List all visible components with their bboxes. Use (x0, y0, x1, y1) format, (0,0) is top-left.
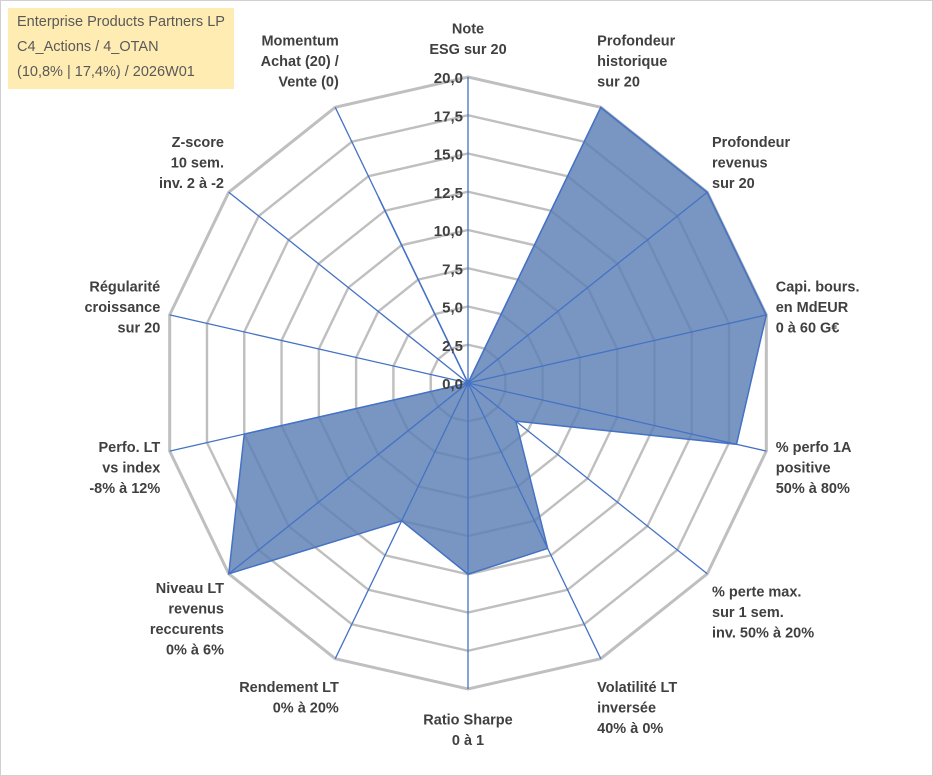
axis-spoke-8 (334, 382, 469, 659)
category-label-line: sur 1 sem. (712, 605, 784, 621)
category-label-line: 50% à 80% (776, 481, 850, 497)
category-label-line: Profondeur (597, 34, 675, 50)
category-label-line: historique (597, 54, 667, 70)
tick-label-2: 5,0 (442, 300, 463, 317)
category-label-line: inv. 2 à -2 (159, 176, 224, 192)
title-box: Enterprise Products Partners LP C4_Actio… (8, 8, 234, 89)
tick-label-7: 17,5 (434, 108, 463, 125)
category-label-line: % perte max. (712, 585, 801, 601)
category-label-8: Rendement LT 0% à 20% (239, 680, 339, 717)
tick-label-6: 15,0 (434, 147, 463, 164)
axis-spoke-2 (467, 191, 708, 384)
category-label-line: 40% à 0% (597, 721, 663, 737)
axis-spoke-1 (467, 107, 602, 384)
category-label-line: -8% à 12% (89, 481, 160, 497)
category-label-12: Z-score 10 sem. inv. 2 à -2 (159, 135, 224, 192)
category-label-line: 10 sem. (171, 155, 224, 171)
axis-spoke-5 (467, 382, 708, 575)
category-labels: Note ESG sur 20 Profondeur historique sur 20… (84, 22, 859, 750)
category-label-3: Capi. bours. en MdEUR 0 à 60 G€ (776, 279, 860, 336)
axis-spoke-11 (169, 314, 469, 384)
category-label-13: Momentum Achat (20) / Vente (0) (261, 34, 339, 91)
category-label-line: sur 20 (712, 176, 755, 192)
tick-label-1: 2,5 (442, 338, 463, 355)
title-category: C4_Actions / 4_OTAN (17, 39, 159, 55)
category-label-line: Profondeur (712, 135, 790, 151)
axis-spoke-13 (334, 107, 469, 384)
category-label-line: Ratio Sharpe (423, 713, 512, 729)
category-label-7: Ratio Sharpe 0 à 1 (423, 713, 512, 750)
axis-spoke-9 (228, 382, 469, 575)
category-label-2: Profondeur revenus sur 20 (712, 135, 790, 192)
axis-spoke-6 (467, 382, 602, 659)
category-label-9: Niveau LT revenus reccurents 0% à 6% (150, 581, 224, 659)
category-label-line: revenus (168, 601, 224, 617)
category-label-line: 0% à 20% (273, 700, 339, 716)
series-area-0 (227, 106, 768, 576)
category-label-line: Niveau LT (156, 581, 224, 597)
category-label-line: sur 20 (118, 320, 161, 336)
tick-label-4: 10,0 (434, 223, 463, 240)
category-label-line: 0 à 60 G€ (776, 320, 840, 336)
category-label-line: Capi. bours. (776, 279, 860, 295)
category-label-5: % perte max. sur 1 sem. inv. 50% à 20% (712, 585, 814, 642)
category-label-line: % perfo 1A (776, 440, 852, 456)
title-company: Enterprise Products Partners LP (17, 14, 225, 30)
tick-label-3: 7,5 (442, 261, 463, 278)
category-label-line: vs index (102, 461, 160, 477)
tick-label-8: 20,0 (434, 70, 463, 87)
category-label-0: Note ESG sur 20 (429, 22, 506, 59)
category-label-line: ESG sur 20 (429, 42, 506, 58)
category-label-line: Z-score (172, 135, 224, 151)
category-label-line: Rendement LT (239, 680, 339, 696)
category-label-6: Volatilité LT inversée 40% à 0% (597, 680, 677, 737)
category-label-line: croissance (84, 300, 160, 316)
category-label-4: % perfo 1A positive 50% à 80% (776, 440, 852, 497)
category-label-line: Achat (20) / (261, 54, 339, 70)
category-label-line: inversée (597, 700, 656, 716)
tick-label-0: 0,0 (442, 376, 463, 393)
category-label-line: Perfo. LT (99, 440, 161, 456)
category-label-line: revenus (712, 155, 768, 171)
category-label-1: Profondeur historique sur 20 (597, 34, 675, 91)
category-label-line: reccurents (150, 622, 224, 638)
category-label-10: Perfo. LT vs index -8% à 12% (89, 440, 160, 497)
axis-spokes (169, 77, 767, 689)
tick-labels: 0,0 2,5 5,0 7,5 10,0 12,5 15,0 17,5 20,0 (434, 70, 463, 393)
category-label-line: Volatilité LT (597, 680, 677, 696)
category-label-line: Vente (0) (278, 75, 339, 91)
axis-spoke-3 (467, 314, 767, 384)
category-label-line: sur 20 (597, 75, 640, 91)
category-label-line: positive (776, 461, 831, 477)
category-label-line: inv. 50% à 20% (712, 626, 814, 642)
axis-spoke-10 (169, 382, 469, 452)
category-label-11: Régularité croissance sur 20 (84, 279, 160, 336)
tick-label-5: 12,5 (434, 185, 463, 202)
category-label-line: 0% à 6% (166, 642, 224, 658)
axis-spoke-4 (467, 382, 767, 452)
axis-spoke-12 (228, 191, 469, 384)
category-label-line: 0 à 1 (452, 733, 484, 749)
series-layer (227, 106, 768, 576)
category-label-line: Régularité (89, 279, 160, 295)
category-label-line: en MdEUR (776, 300, 849, 316)
category-label-line: Momentum (261, 34, 338, 50)
title-period: (10,8% | 17,4%) / 2026W01 (17, 64, 195, 80)
category-label-line: Note (452, 22, 484, 38)
